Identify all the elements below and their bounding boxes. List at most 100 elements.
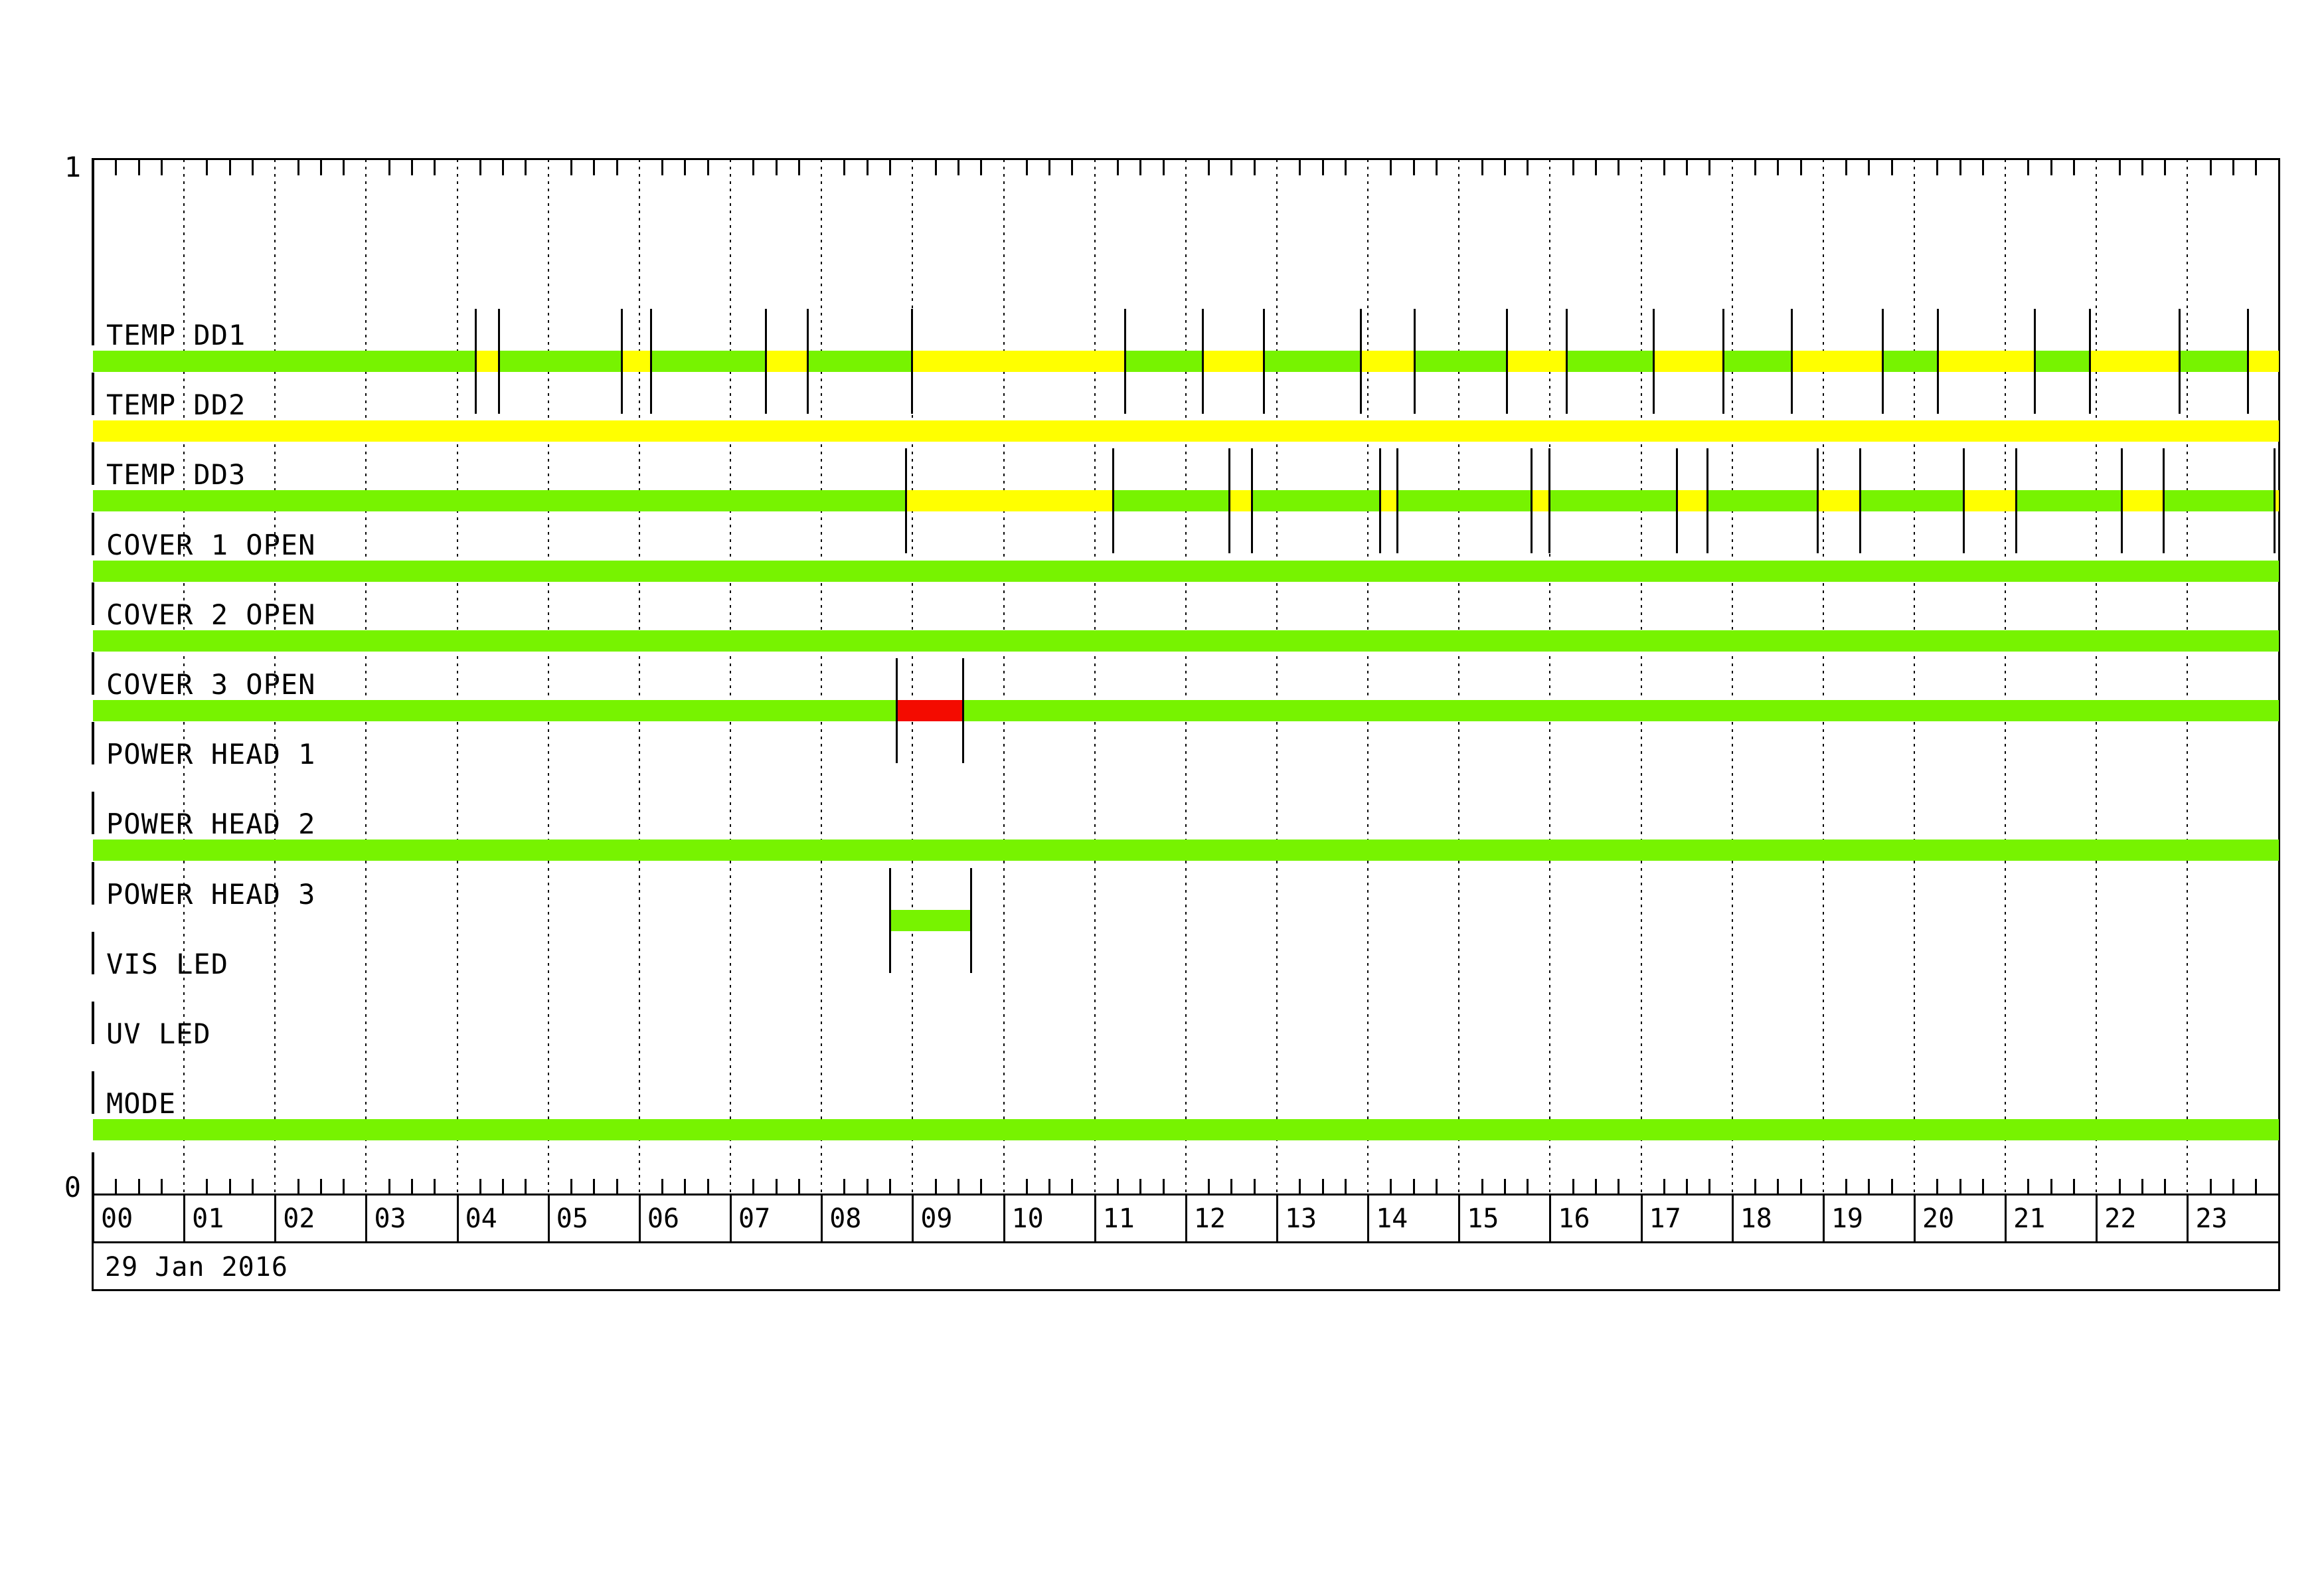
quarter-tick-bottom (1890, 1179, 1893, 1195)
status-bar-segment (906, 490, 1114, 512)
quarter-tick-bottom (228, 1179, 231, 1195)
quarter-tick-bottom (1025, 1179, 1028, 1195)
quarter-tick-bottom (1299, 1179, 1301, 1195)
status-bar-segment (1792, 351, 1884, 372)
event-marker-line (1676, 448, 1679, 554)
hour-label: 01 (192, 1203, 224, 1234)
quarter-tick-top (1071, 159, 1074, 175)
status-bar-segment (1938, 351, 2036, 372)
event-marker-line (1859, 448, 1862, 554)
quarter-tick-top (1890, 159, 1893, 175)
status-bar-segment (2090, 351, 2181, 372)
hour-cell-divider (2005, 1195, 2007, 1243)
quarter-tick-bottom (616, 1179, 618, 1195)
event-marker-line (1706, 448, 1708, 554)
hour-label: 17 (1649, 1203, 1681, 1234)
quarter-tick-top (1390, 159, 1392, 175)
hour-gridline (1276, 159, 1278, 1195)
quarter-tick-top (434, 159, 436, 175)
quarter-tick-bottom (2209, 1179, 2212, 1195)
quarter-tick-top (1799, 159, 1802, 175)
quarter-tick-bottom (1754, 1179, 1756, 1195)
quarter-tick-bottom (2232, 1179, 2235, 1195)
hour-cell-divider (1549, 1195, 1552, 1243)
quarter-tick-top (1344, 159, 1347, 175)
hour-label: 15 (1467, 1203, 1499, 1234)
hour-label: 09 (920, 1203, 953, 1234)
hour-gridline (1185, 159, 1187, 1195)
quarter-tick-top (1048, 159, 1051, 175)
quarter-tick-top (593, 159, 596, 175)
quarter-tick-top (2255, 159, 2258, 175)
event-marker-line (475, 309, 477, 414)
quarter-tick-top (1981, 159, 1984, 175)
quarter-tick-top (1481, 159, 1483, 175)
quarter-tick-top (1503, 159, 1506, 175)
hour-label: 08 (829, 1203, 862, 1234)
status-bar-segment (2121, 490, 2164, 512)
row-label: COVER 2 OPEN (106, 598, 316, 631)
quarter-tick-bottom (684, 1179, 687, 1195)
status-bar-segment (1964, 490, 2017, 512)
hour-gridline (1003, 159, 1005, 1195)
quarter-tick-bottom (1503, 1179, 1506, 1195)
event-marker-line (1722, 309, 1725, 414)
status-bar-segment (1550, 490, 1678, 512)
status-bar-segment (2275, 490, 2279, 512)
status-bar-segment (93, 560, 2279, 582)
hour-gridline (730, 159, 732, 1195)
status-bar-segment (476, 351, 499, 372)
quarter-tick-bottom (319, 1179, 322, 1195)
hour-gridline (2005, 159, 2007, 1195)
status-bar-segment (1125, 351, 1203, 372)
quarter-tick-top (1754, 159, 1756, 175)
row-axis-tick (92, 861, 94, 905)
quarter-tick-bottom (797, 1179, 800, 1195)
hour-label: 22 (2104, 1203, 2137, 1234)
event-marker-line (904, 448, 907, 554)
quarter-tick-top (1116, 159, 1119, 175)
status-bar-segment (1114, 490, 1230, 512)
quarter-tick-bottom (1162, 1179, 1165, 1195)
quarter-tick-top (2027, 159, 2030, 175)
quarter-tick-bottom (2027, 1179, 2030, 1195)
hour-cell-divider (912, 1195, 914, 1243)
row-axis-tick (92, 442, 94, 486)
hour-cell-divider (2278, 1195, 2280, 1243)
quarter-tick-bottom (1708, 1179, 1711, 1195)
status-bar-segment (1229, 490, 1252, 512)
quarter-tick-top (1845, 159, 1848, 175)
quarter-tick-bottom (1435, 1179, 1438, 1195)
event-marker-line (649, 309, 652, 414)
quarter-tick-top (1686, 159, 1689, 175)
row-axis-tick (92, 1002, 94, 1044)
quarter-tick-top (2050, 159, 2052, 175)
event-marker-line (1262, 309, 1265, 414)
hour-label: 07 (738, 1203, 771, 1234)
event-marker-line (497, 309, 500, 414)
quarter-tick-top (343, 159, 345, 175)
hour-label: 00 (101, 1203, 133, 1234)
quarter-tick-top (2141, 159, 2143, 175)
quarter-tick-bottom (1594, 1179, 1597, 1195)
hour-label: 23 (2195, 1203, 2228, 1234)
bottom-boxes-left-border (92, 1195, 94, 1290)
status-bar-segment (1361, 351, 1416, 372)
event-marker-line (764, 309, 767, 414)
status-bar-segment (499, 351, 622, 372)
event-marker-line (889, 867, 892, 973)
quarter-tick-bottom (1321, 1179, 1324, 1195)
status-bar-segment (807, 351, 913, 372)
quarter-tick-top (1936, 159, 1939, 175)
quarter-tick-top (1594, 159, 1597, 175)
quarter-tick-bottom (1412, 1179, 1415, 1195)
hour-gridline (1640, 159, 1642, 1195)
hour-cell-divider (1003, 1195, 1005, 1243)
quarter-tick-top (570, 159, 573, 175)
event-marker-line (1414, 309, 1416, 414)
quarter-tick-bottom (115, 1179, 118, 1195)
quarter-tick-bottom (1390, 1179, 1392, 1195)
quarter-tick-bottom (752, 1179, 755, 1195)
quarter-tick-bottom (1344, 1179, 1347, 1195)
hour-gridline (1094, 159, 1096, 1195)
